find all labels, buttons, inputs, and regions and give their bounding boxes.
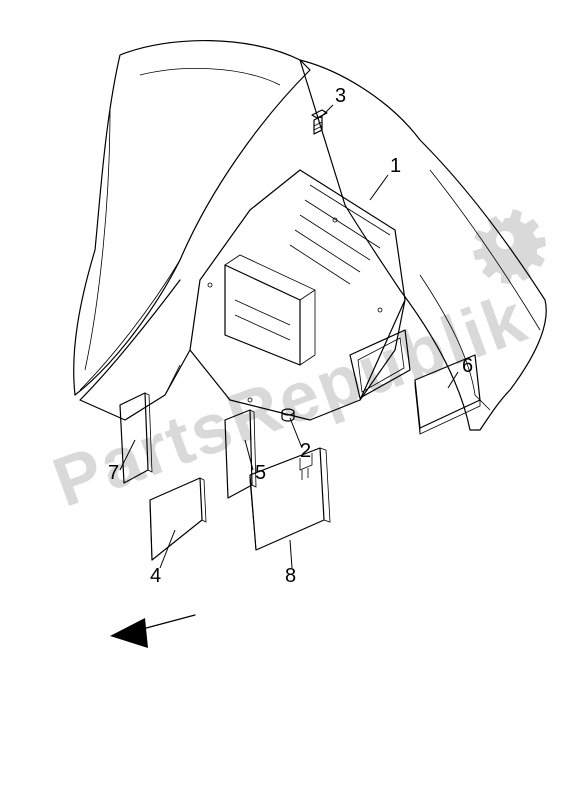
callout-6: 6 xyxy=(462,355,473,378)
callout-1: 1 xyxy=(390,155,401,178)
callout-8: 8 xyxy=(285,565,296,588)
diagram-canvas: PartsRepublik xyxy=(0,0,579,800)
parts-drawing xyxy=(0,0,579,800)
main-fender-body xyxy=(74,41,547,430)
callout-3: 3 xyxy=(335,85,346,108)
leader-lines xyxy=(120,105,458,568)
callout-4: 4 xyxy=(150,565,161,588)
callout-2: 2 xyxy=(300,440,311,463)
orientation-arrow xyxy=(110,615,195,648)
callout-5: 5 xyxy=(255,462,266,485)
part-4-triangle xyxy=(150,478,206,560)
callout-7: 7 xyxy=(108,462,119,485)
